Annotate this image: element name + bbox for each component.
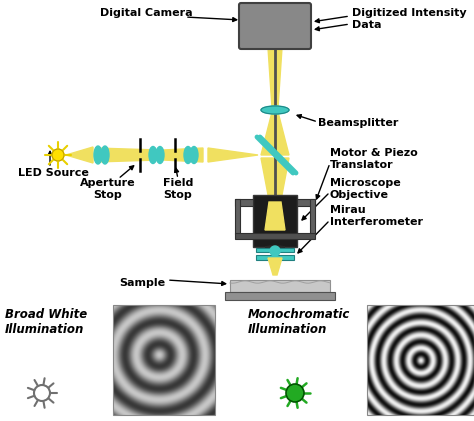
Bar [256,248,294,252]
Text: LED Source: LED Source [18,168,89,178]
Ellipse shape [261,106,289,114]
Ellipse shape [101,146,109,164]
Bar [235,199,253,206]
Ellipse shape [94,146,102,164]
Text: Motor & Piezo
Translator: Motor & Piezo Translator [330,148,418,170]
Text: Monochromatic
Illumination: Monochromatic Illumination [248,308,350,336]
Text: Broad White
Illumination: Broad White Illumination [5,308,87,336]
Text: Field
Stop: Field Stop [163,178,193,200]
Bar [367,305,474,415]
FancyBboxPatch shape [239,3,311,49]
Polygon shape [96,148,158,162]
Circle shape [270,246,280,256]
Circle shape [34,385,50,401]
Bar [113,305,215,415]
Polygon shape [265,246,285,247]
Bar [230,280,330,292]
Text: Beamsplitter: Beamsplitter [318,118,398,128]
Polygon shape [268,258,282,275]
Ellipse shape [156,147,164,163]
Polygon shape [208,148,258,162]
Polygon shape [163,148,203,162]
Polygon shape [66,147,93,163]
Bar [225,292,335,300]
Text: Aperture
Stop: Aperture Stop [80,178,136,200]
Polygon shape [261,112,289,155]
Ellipse shape [184,147,192,163]
Polygon shape [268,48,282,108]
Ellipse shape [190,147,198,163]
Bar [235,233,315,239]
Bar [310,199,315,234]
Bar [297,199,315,206]
Bar [256,255,294,260]
Text: Digital Camera: Digital Camera [100,8,192,18]
Polygon shape [265,202,285,230]
Text: Mirau
Interferometer: Mirau Interferometer [330,205,423,226]
Ellipse shape [149,147,157,163]
Circle shape [286,384,304,402]
Bar [253,195,297,247]
Text: Sample: Sample [119,278,165,288]
Text: Microscope
Objective: Microscope Objective [330,178,401,200]
Bar [235,199,240,234]
Polygon shape [261,158,289,200]
Text: Digitized Intensity
Data: Digitized Intensity Data [352,8,466,29]
Circle shape [52,149,64,161]
